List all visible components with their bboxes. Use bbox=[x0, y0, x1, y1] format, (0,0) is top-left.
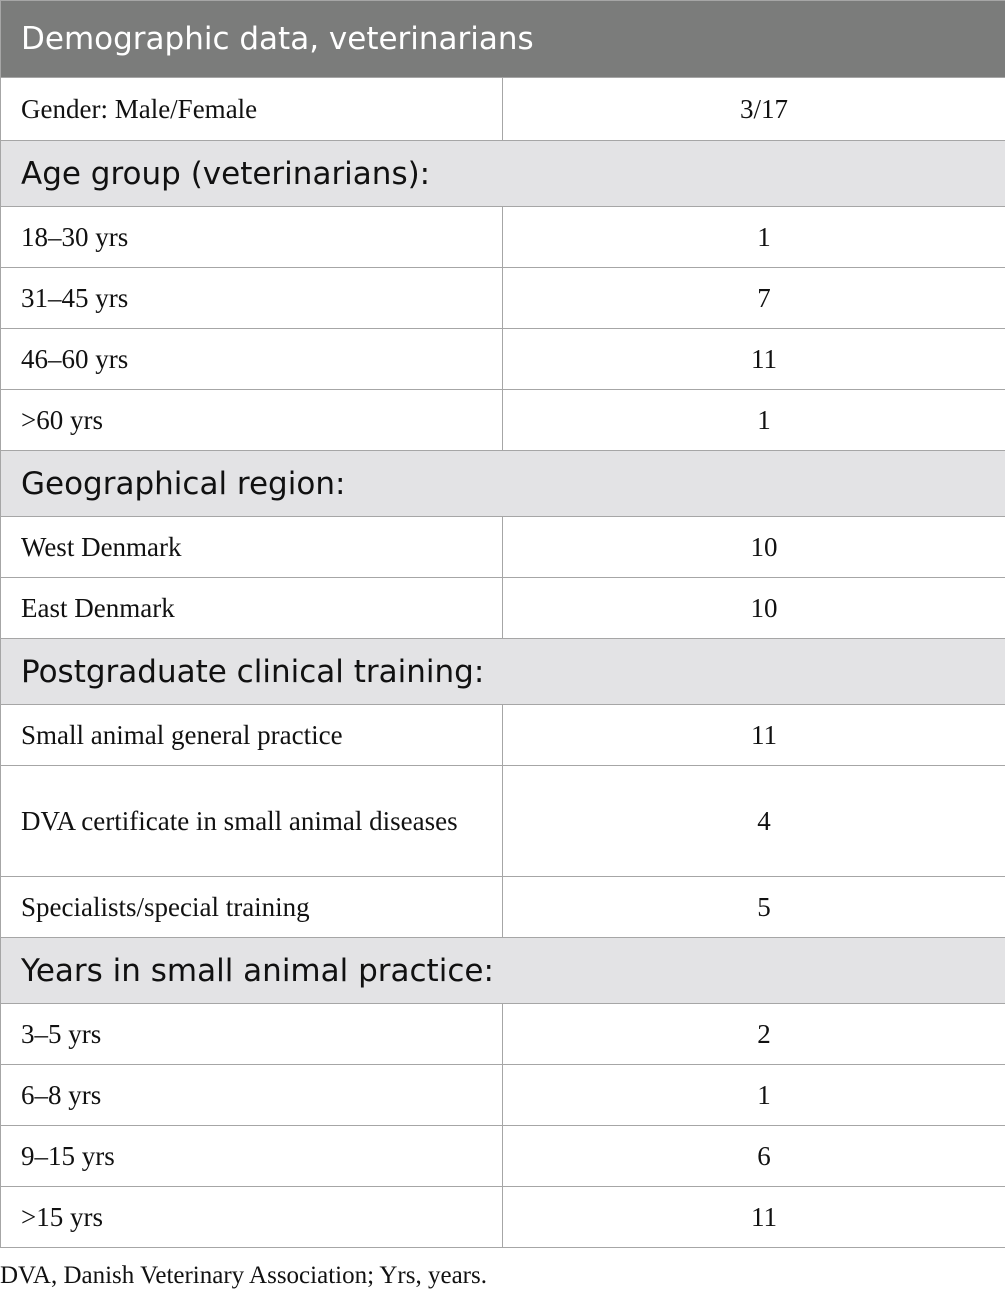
table-row: 31–45 yrs 7 bbox=[0, 267, 1005, 329]
row-value: 6 bbox=[501, 1125, 1005, 1187]
table-row: East Denmark 10 bbox=[0, 577, 1005, 639]
gender-label: Gender: Male/Female bbox=[0, 77, 503, 141]
row-value: 2 bbox=[501, 1003, 1005, 1065]
table-row: 9–15 yrs 6 bbox=[0, 1125, 1005, 1187]
section-heading: Geographical region: bbox=[0, 450, 1005, 517]
table-row-gender: Gender: Male/Female 3/17 bbox=[0, 77, 1005, 141]
row-label: 46–60 yrs bbox=[0, 328, 503, 390]
row-label: Specialists/special training bbox=[0, 876, 503, 938]
row-value: 5 bbox=[501, 876, 1005, 938]
row-label: DVA certificate in small animal diseases bbox=[0, 765, 503, 877]
gender-value: 3/17 bbox=[501, 77, 1005, 141]
row-value: 11 bbox=[501, 328, 1005, 390]
section-heading: Age group (veterinarians): bbox=[0, 140, 1005, 207]
table-row: West Denmark 10 bbox=[0, 516, 1005, 578]
table-row: Small animal general practice 11 bbox=[0, 704, 1005, 766]
table-row: >15 yrs 11 bbox=[0, 1186, 1005, 1248]
row-value: 10 bbox=[501, 577, 1005, 639]
table-title-row: Demographic data, veterinarians bbox=[0, 0, 1005, 78]
section-heading-postgraduate-training: Postgraduate clinical training: bbox=[0, 638, 1005, 705]
row-value: 1 bbox=[501, 1064, 1005, 1126]
table-row: DVA certificate in small animal diseases… bbox=[0, 765, 1005, 877]
row-label: 18–30 yrs bbox=[0, 206, 503, 268]
table-row: >60 yrs 1 bbox=[0, 389, 1005, 451]
table-row: 3–5 yrs 2 bbox=[0, 1003, 1005, 1065]
table-title: Demographic data, veterinarians bbox=[0, 0, 1005, 78]
row-label: 9–15 yrs bbox=[0, 1125, 503, 1187]
row-value: 11 bbox=[501, 1186, 1005, 1248]
section-heading-age-group: Age group (veterinarians): bbox=[0, 140, 1005, 207]
row-value: 1 bbox=[501, 389, 1005, 451]
table-row: 46–60 yrs 11 bbox=[0, 328, 1005, 390]
row-label: East Denmark bbox=[0, 577, 503, 639]
row-label: >15 yrs bbox=[0, 1186, 503, 1248]
row-label: 31–45 yrs bbox=[0, 267, 503, 329]
row-value: 7 bbox=[501, 267, 1005, 329]
row-value: 1 bbox=[501, 206, 1005, 268]
row-label: West Denmark bbox=[0, 516, 503, 578]
row-value: 10 bbox=[501, 516, 1005, 578]
section-heading: Years in small animal practice: bbox=[0, 937, 1005, 1004]
row-label: >60 yrs bbox=[0, 389, 503, 451]
table-row: Specialists/special training 5 bbox=[0, 876, 1005, 938]
demographics-table: Demographic data, veterinarians Gender: … bbox=[0, 0, 1005, 1248]
row-value: 4 bbox=[501, 765, 1005, 877]
row-label: 3–5 yrs bbox=[0, 1003, 503, 1065]
row-value: 11 bbox=[501, 704, 1005, 766]
row-label: Small animal general practice bbox=[0, 704, 503, 766]
table-row: 6–8 yrs 1 bbox=[0, 1064, 1005, 1126]
section-heading-geographical-region: Geographical region: bbox=[0, 450, 1005, 517]
table-row: 18–30 yrs 1 bbox=[0, 206, 1005, 268]
section-heading-years-in-practice: Years in small animal practice: bbox=[0, 937, 1005, 1004]
table-footnote: DVA, Danish Veterinary Association; Yrs,… bbox=[0, 1262, 487, 1289]
row-label: 6–8 yrs bbox=[0, 1064, 503, 1126]
section-heading: Postgraduate clinical training: bbox=[0, 638, 1005, 705]
